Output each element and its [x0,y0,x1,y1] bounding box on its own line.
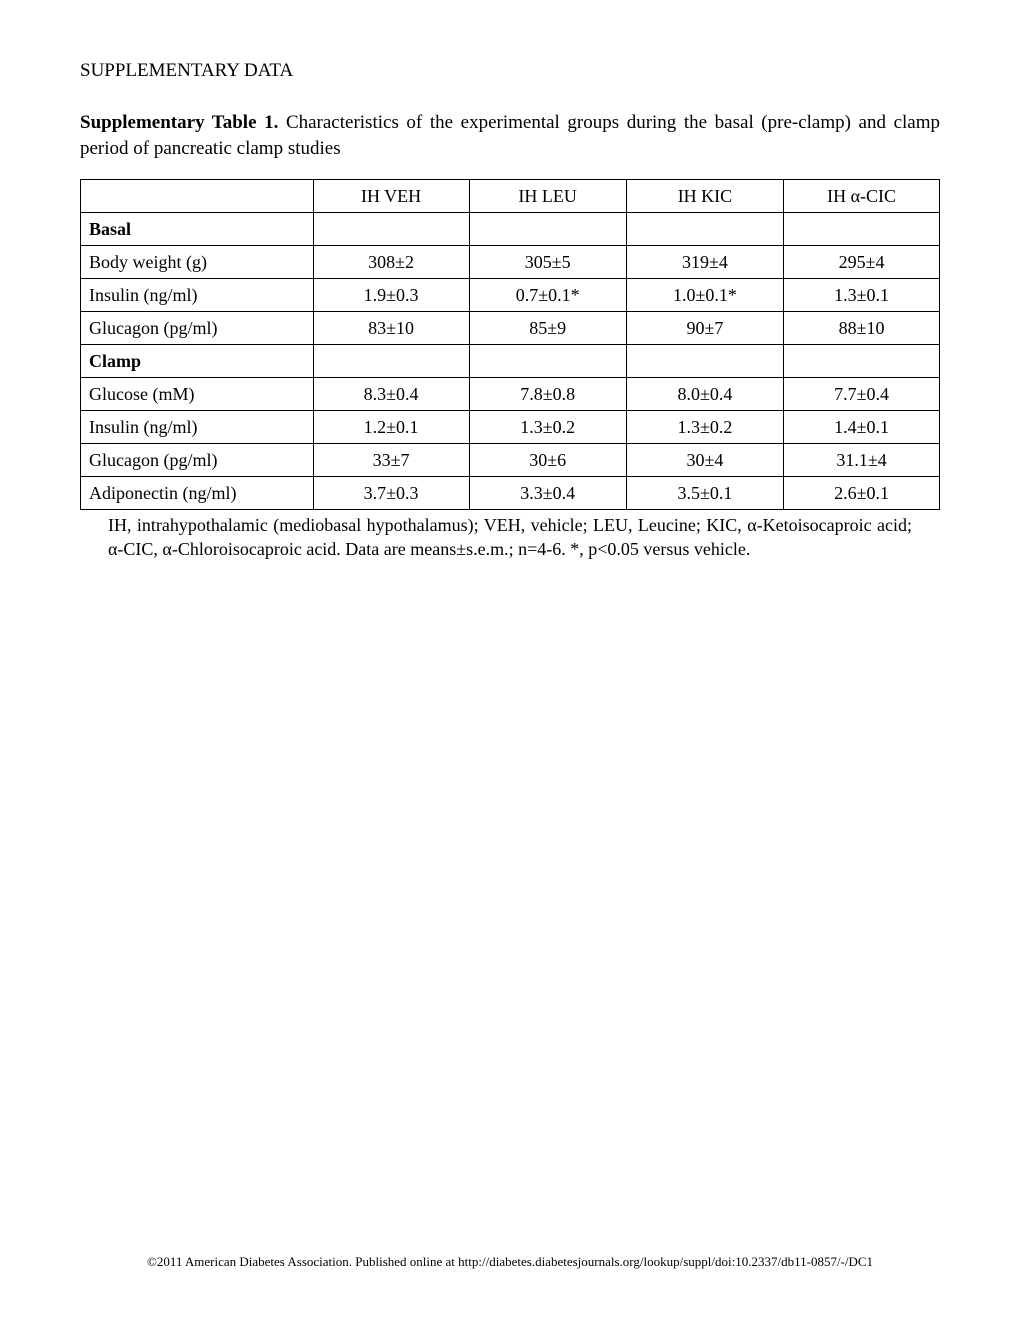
table-cell: 1.3±0.2 [469,411,626,444]
table-cell: 1.0±0.1* [626,279,783,312]
table-row: Glucose (mM) 8.3±0.4 7.8±0.8 8.0±0.4 7.7… [81,378,940,411]
table-cell: 0.7±0.1* [469,279,626,312]
table-cell-empty [469,213,626,246]
table-row: Glucagon (pg/ml) 33±7 30±6 30±4 31.1±4 [81,444,940,477]
table-caption: Supplementary Table 1. Characteristics o… [80,110,940,161]
table-cell-empty [313,213,469,246]
table-cell: 33±7 [313,444,469,477]
table-row: Insulin (ng/ml) 1.9±0.3 0.7±0.1* 1.0±0.1… [81,279,940,312]
table-header-row: IH VEH IH LEU IH KIC IH α-CIC [81,180,940,213]
table-cell: 3.7±0.3 [313,477,469,510]
table-header-col: IH KIC [626,180,783,213]
table-row: Body weight (g) 308±2 305±5 319±4 295±4 [81,246,940,279]
table-cell: 1.3±0.2 [626,411,783,444]
table-cell: 1.2±0.1 [313,411,469,444]
table-cell: 2.6±0.1 [784,477,940,510]
table-row: Glucagon (pg/ml) 83±10 85±9 90±7 88±10 [81,312,940,345]
table-cell-empty [626,213,783,246]
table-cell: 3.5±0.1 [626,477,783,510]
table-cell-empty [626,345,783,378]
table-cell: 30±4 [626,444,783,477]
table-row-label: Body weight (g) [81,246,314,279]
table-cell: 85±9 [469,312,626,345]
table-header-empty [81,180,314,213]
table-row-label: Adiponectin (ng/ml) [81,477,314,510]
table-cell: 308±2 [313,246,469,279]
table-section-title: Basal [81,213,314,246]
data-table: IH VEH IH LEU IH KIC IH α-CIC Basal Body… [80,179,940,510]
table-header-col: IH α-CIC [784,180,940,213]
table-cell: 90±7 [626,312,783,345]
page-content: SUPPLEMENTARY DATA Supplementary Table 1… [0,0,1020,561]
table-header-col: IH VEH [313,180,469,213]
table-footnote: IH, intrahypothalamic (mediobasal hypoth… [80,514,940,561]
table-section-title: Clamp [81,345,314,378]
table-cell: 1.3±0.1 [784,279,940,312]
caption-title: Supplementary Table 1. [80,112,278,133]
table-section-row: Basal [81,213,940,246]
table-row: Adiponectin (ng/ml) 3.7±0.3 3.3±0.4 3.5±… [81,477,940,510]
page-header: SUPPLEMENTARY DATA [80,60,940,82]
table-cell: 1.4±0.1 [784,411,940,444]
table-cell: 7.8±0.8 [469,378,626,411]
table-cell-empty [313,345,469,378]
table-cell: 295±4 [784,246,940,279]
table-cell: 8.3±0.4 [313,378,469,411]
table-cell: 88±10 [784,312,940,345]
table-cell: 319±4 [626,246,783,279]
table-row-label: Insulin (ng/ml) [81,411,314,444]
table-row-label: Glucagon (pg/ml) [81,444,314,477]
page-footer: ©2011 American Diabetes Association. Pub… [0,1254,1020,1270]
table-cell: 8.0±0.4 [626,378,783,411]
table-row-label: Glucagon (pg/ml) [81,312,314,345]
table-cell-empty [784,213,940,246]
table-cell: 3.3±0.4 [469,477,626,510]
table-row: Insulin (ng/ml) 1.2±0.1 1.3±0.2 1.3±0.2 … [81,411,940,444]
table-cell: 305±5 [469,246,626,279]
table-cell: 1.9±0.3 [313,279,469,312]
table-section-row: Clamp [81,345,940,378]
table-body: Basal Body weight (g) 308±2 305±5 319±4 … [81,213,940,510]
table-cell-empty [784,345,940,378]
table-cell: 83±10 [313,312,469,345]
table-row-label: Insulin (ng/ml) [81,279,314,312]
table-header-col: IH LEU [469,180,626,213]
table-cell-empty [469,345,626,378]
table-row-label: Glucose (mM) [81,378,314,411]
table-cell: 7.7±0.4 [784,378,940,411]
table-cell: 31.1±4 [784,444,940,477]
table-cell: 30±6 [469,444,626,477]
